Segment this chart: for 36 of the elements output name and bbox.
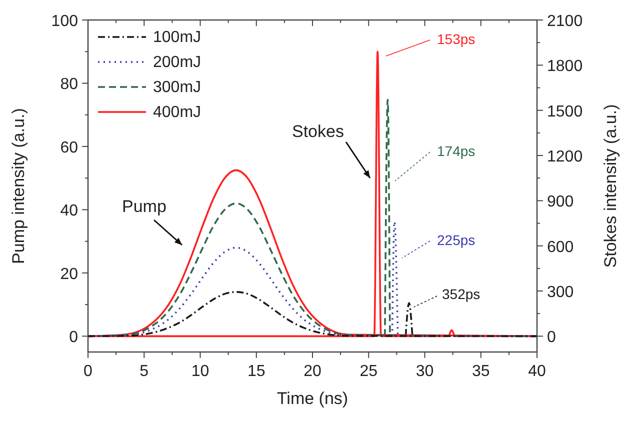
y2-tick-label: 2100 — [547, 13, 583, 30]
annotation: Stokes — [292, 122, 344, 141]
x-tick-label: 0 — [84, 363, 93, 380]
annotation: 153ps — [437, 31, 476, 47]
annotation: 174ps — [437, 143, 476, 159]
y-tick-label: 100 — [51, 13, 78, 30]
annotation: Pump — [122, 197, 166, 216]
y2-tick-label: 1800 — [547, 58, 583, 76]
y2-tick-label: 1200 — [547, 148, 583, 166]
x-tick-label: 10 — [191, 363, 210, 380]
y-tick-label: 60 — [60, 139, 78, 156]
x-tick-label: 30 — [416, 363, 434, 380]
annotation: 352ps — [442, 286, 480, 302]
y-tick-label: 0 — [69, 329, 78, 346]
legend-label: 200mJ — [153, 54, 202, 71]
y-tick-label: 40 — [60, 202, 78, 220]
y2-tick-label: 0 — [547, 329, 556, 346]
y-tick-label: 80 — [60, 76, 78, 94]
x-tick-label: 25 — [360, 363, 378, 380]
legend-label: 100mJ — [153, 29, 202, 46]
x-tick-label: 5 — [140, 363, 149, 380]
y2-tick-label: 1500 — [547, 103, 583, 120]
x-tick-label: 20 — [304, 363, 322, 380]
x-tick-label: 40 — [528, 363, 546, 380]
x-axis-title: Time (ns) — [276, 389, 348, 408]
annotation: 225ps — [437, 232, 476, 248]
x-tick-label: 35 — [472, 363, 490, 380]
y-tick-label: 20 — [60, 266, 78, 283]
y2-axis-title: Stokes intensity (a.u.) — [601, 104, 620, 268]
y2-tick-label: 600 — [547, 238, 574, 256]
x-tick-label: 15 — [247, 363, 266, 380]
y2-tick-label: 900 — [547, 194, 574, 211]
y-axis-title: Pump intensity (a.u.) — [9, 108, 28, 264]
legend-label: 300mJ — [153, 79, 202, 96]
y2-tick-label: 300 — [547, 284, 574, 302]
legend-label: 400mJ — [153, 104, 202, 121]
